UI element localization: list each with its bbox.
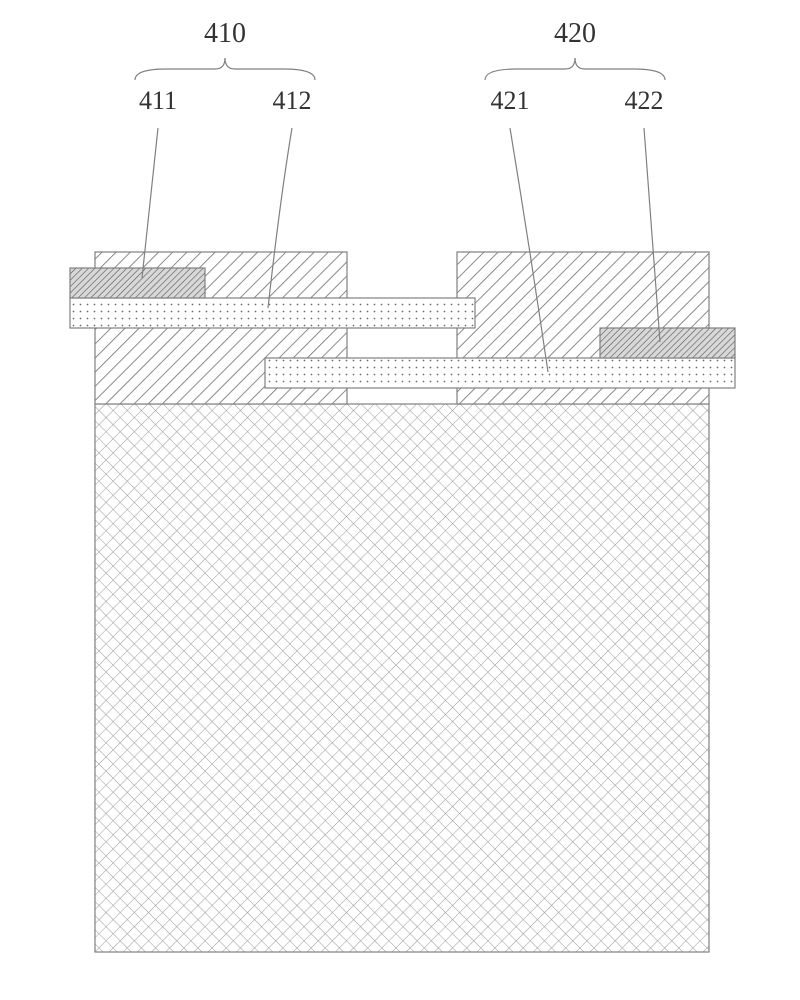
label-l422: 422	[604, 86, 684, 116]
region-411-tab	[70, 268, 205, 298]
label-g410: 410	[185, 18, 265, 50]
label-g420: 420	[535, 18, 615, 50]
region-412-strip	[70, 298, 475, 328]
region-421-strip	[265, 358, 735, 388]
diagram-stage: 410 420 411 412 421 422	[0, 0, 800, 1000]
region-422-tab	[600, 328, 735, 358]
label-l412: 412	[252, 86, 332, 116]
label-l411: 411	[118, 86, 198, 116]
label-l421: 421	[470, 86, 550, 116]
region-body	[95, 404, 709, 952]
diagram-svg	[0, 0, 800, 1000]
